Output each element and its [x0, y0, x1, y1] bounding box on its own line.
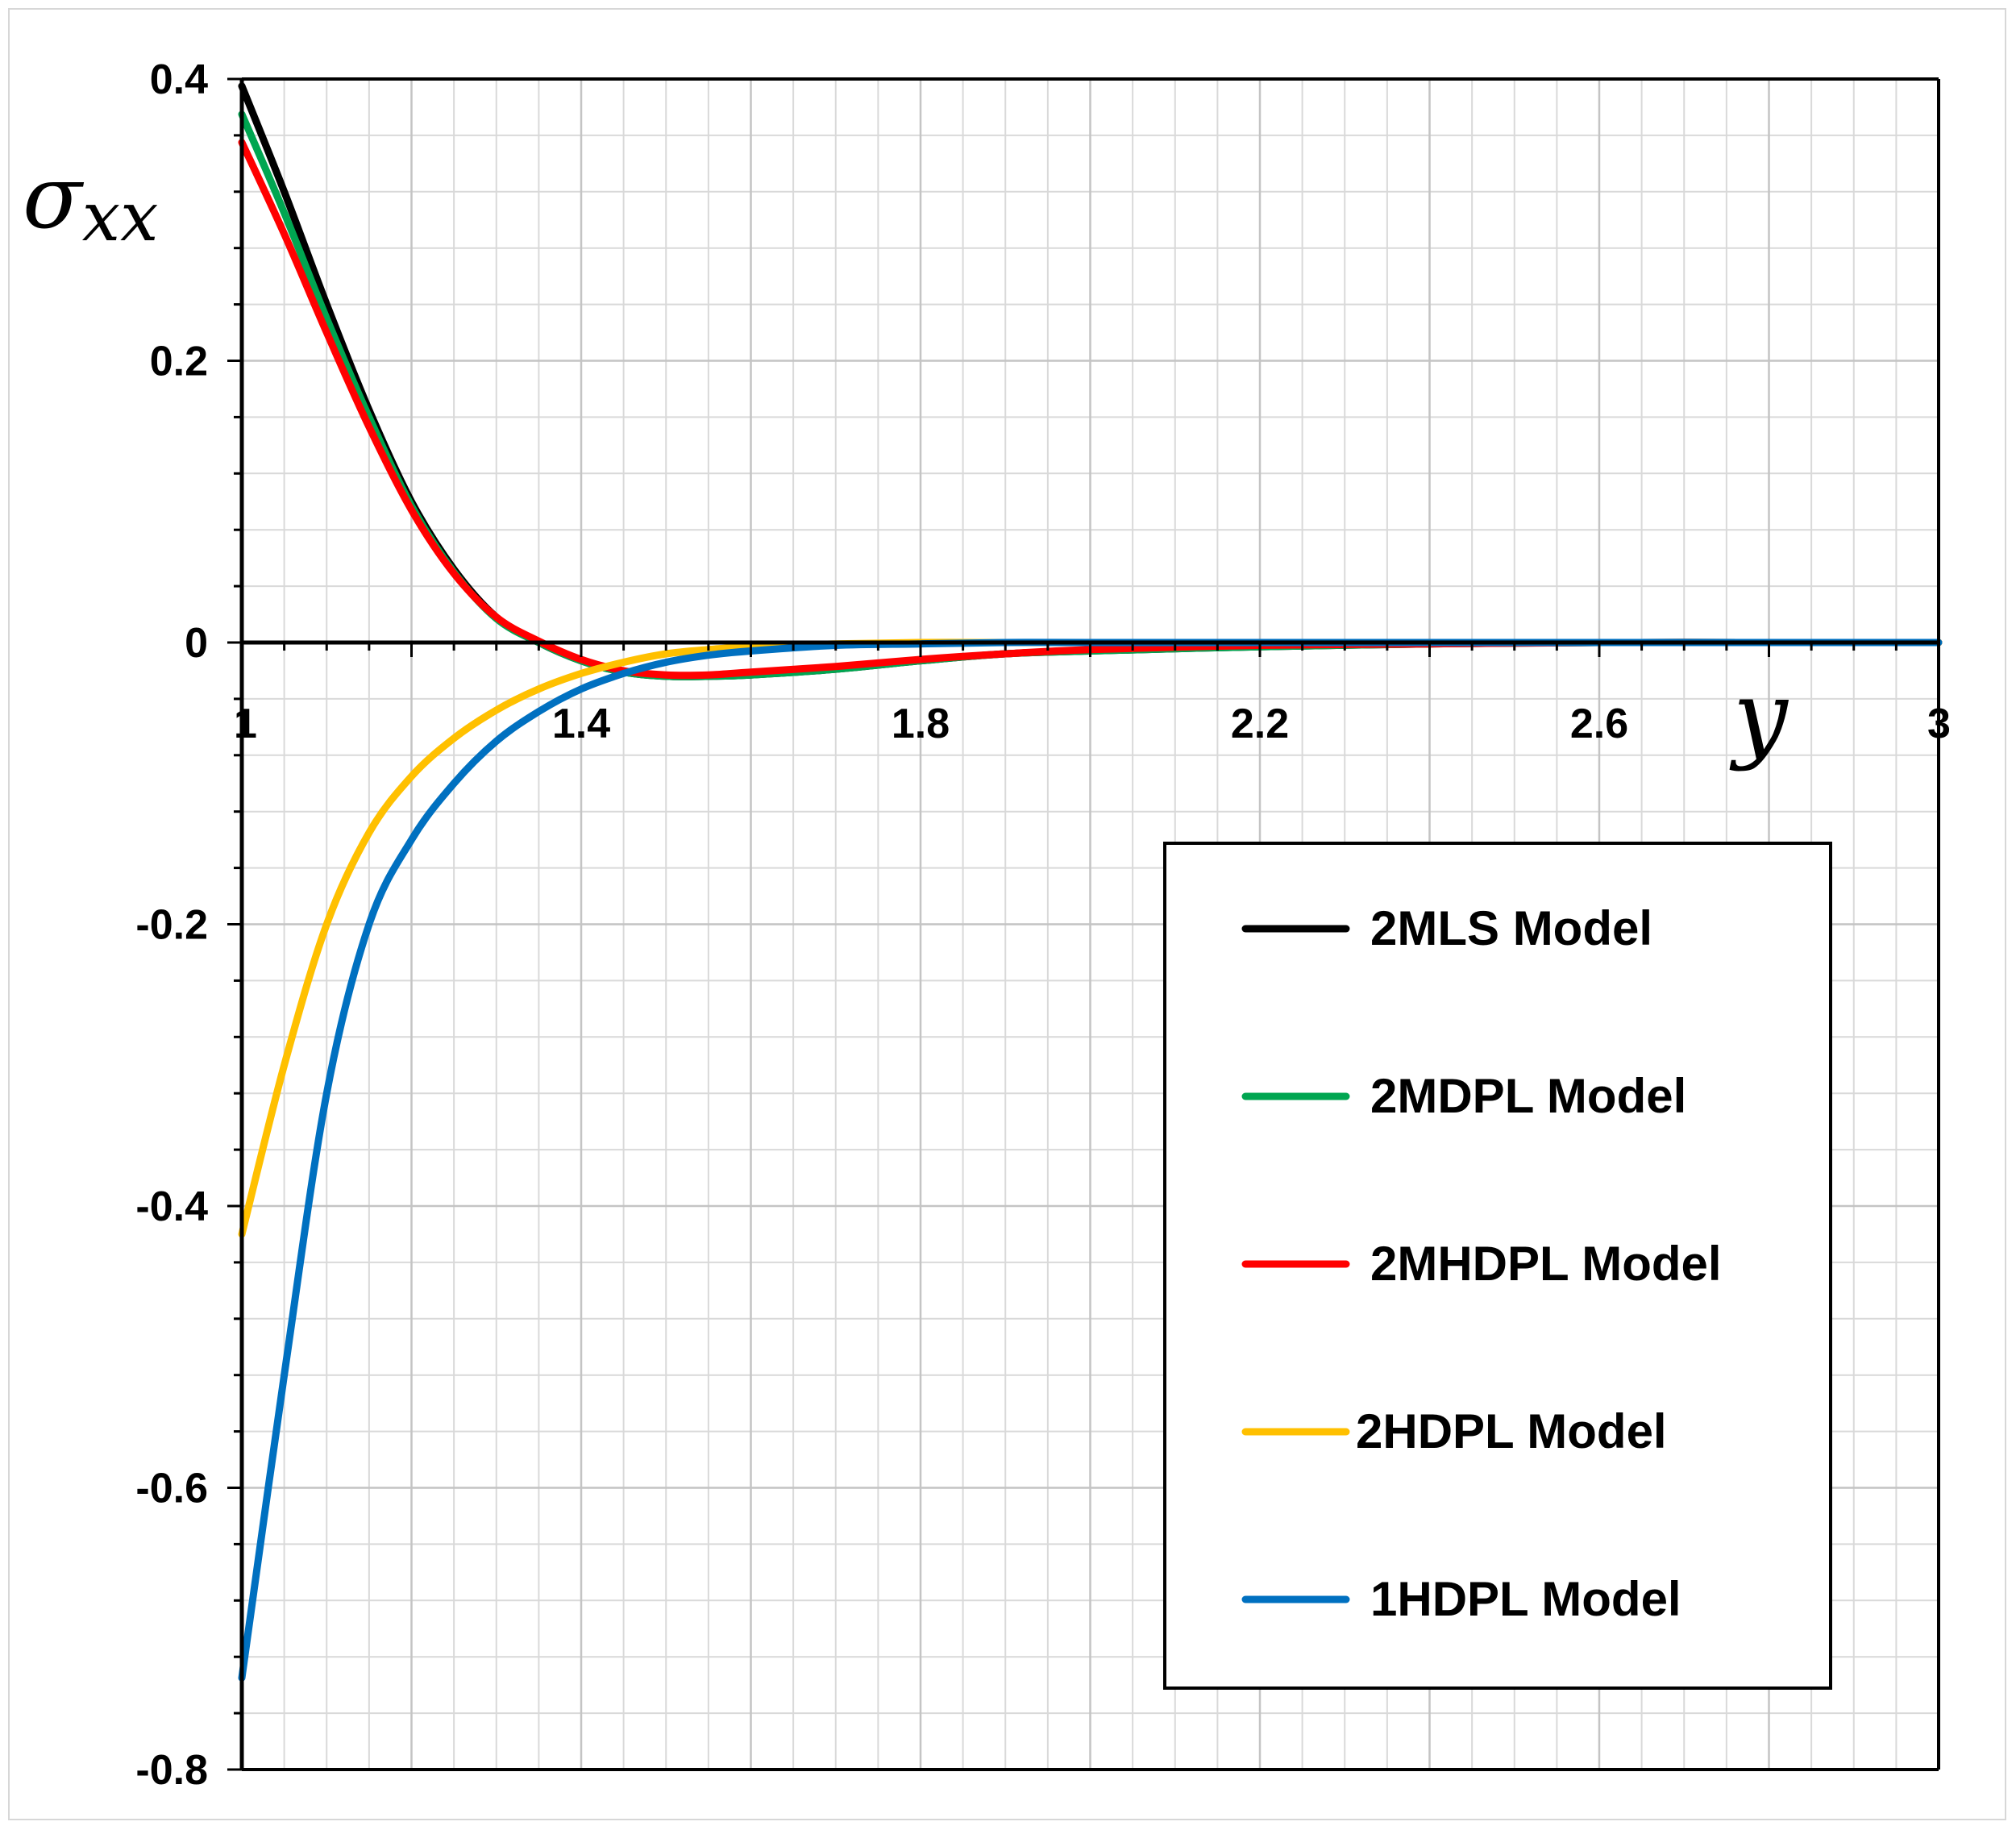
legend-label-2mls-model: 2MLS Model — [1370, 901, 1652, 955]
x-tick-label: 3 — [1927, 701, 1951, 747]
legend-label-2mdpl-model: 2MDPL Model — [1370, 1069, 1686, 1123]
axes-layer — [227, 77, 1940, 1771]
y-axis-label: σxx — [23, 148, 158, 256]
y-tick-label: -0.8 — [135, 1747, 208, 1794]
y-tick-label: 0.2 — [150, 339, 208, 385]
x-tick-label: 2.6 — [1570, 701, 1628, 747]
legend-label-2hdpl-model: 2HDPL Model — [1356, 1404, 1667, 1458]
y-tick-label: -0.4 — [135, 1183, 208, 1230]
x-tick-label: 1.8 — [892, 701, 950, 747]
legend-label-1hdpl-model: 1HDPL Model — [1370, 1572, 1681, 1626]
x-tick-label: 1 — [234, 701, 257, 747]
legend: 2MLS Model 2MDPL Model 2MHDPL Model 2HDPL M… — [1163, 842, 1832, 1690]
x-tick-label: 2.2 — [1231, 701, 1289, 747]
y-axis-label-symbol: σ — [23, 148, 85, 248]
y-tick-label: 0.4 — [150, 56, 208, 103]
tick-labels: 0.4 0.2 0 -0.2 -0.4 -0.6 -0.8 1 1.4 1.8 2.2 2.6 3 — [135, 56, 1951, 1794]
legend-label-2mhdpl-model: 2MHDPL Model — [1370, 1237, 1722, 1291]
y-tick-label: -0.6 — [135, 1466, 208, 1512]
x-tick-label: 1.4 — [552, 701, 610, 747]
y-tick-label: 0 — [185, 620, 208, 667]
y-axis-label-subscript: xx — [82, 177, 159, 256]
x-axis-label: y — [1729, 661, 1789, 773]
y-tick-label: -0.2 — [135, 902, 208, 949]
